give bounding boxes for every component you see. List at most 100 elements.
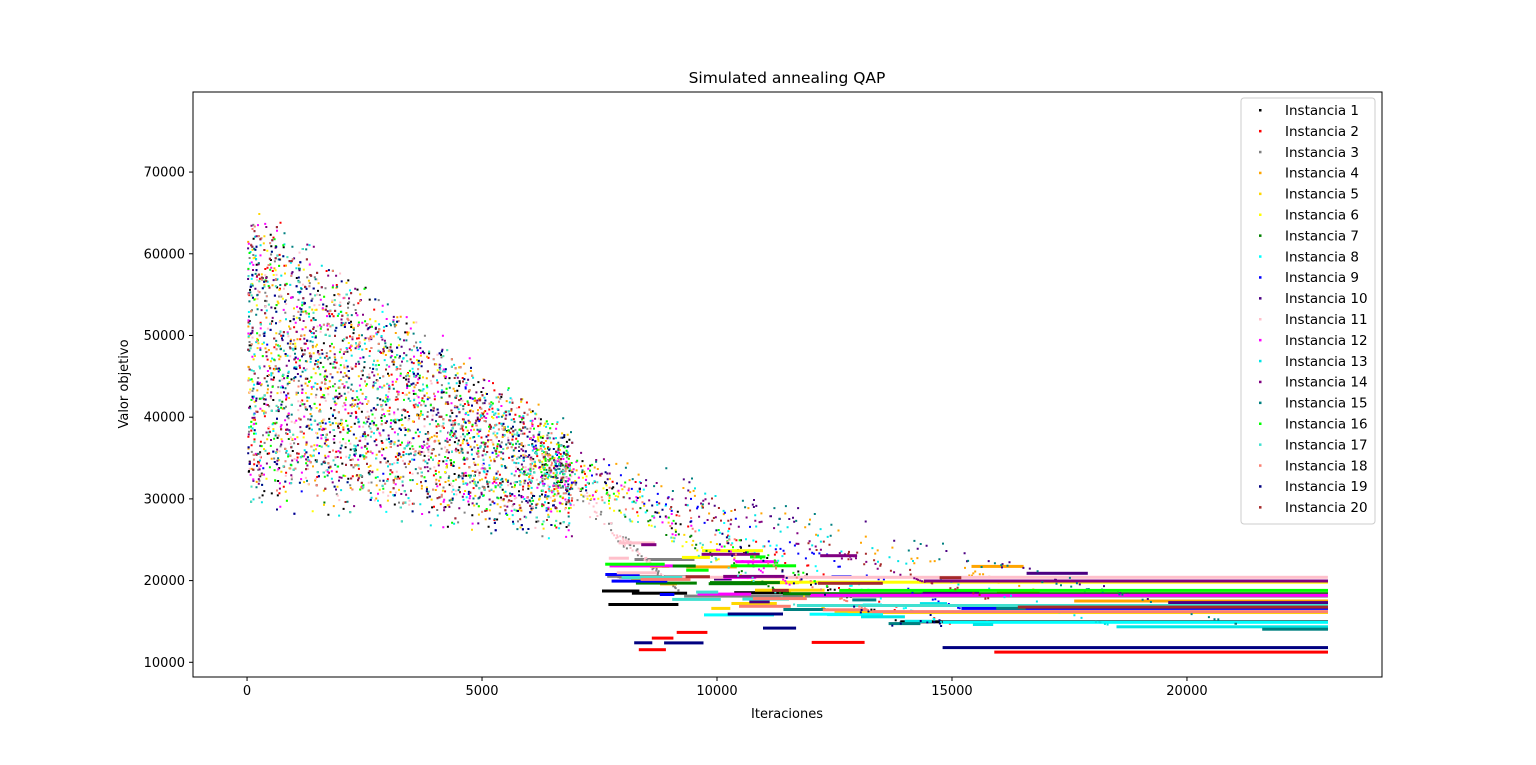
series-17-plateau [696,590,719,594]
legend-label: Instancia 9 [1285,270,1359,286]
series-11-final-plateau [665,575,1328,579]
series-20 [247,226,1328,609]
series-5-plateau [731,602,777,605]
series-3-plateau [634,558,695,561]
legend: Instancia 1 Instancia 2 Instancia 3 Instanc… [1240,97,1376,525]
legend-label: Instancia 18 [1285,458,1368,474]
series-17-plateau [672,597,721,601]
legend-item: Instancia 7 [1259,228,1359,244]
legend-label: Instancia 4 [1285,166,1359,182]
series-14-plateau [641,543,657,547]
series-11-points [248,243,668,580]
legend-item: Instancia 6 [1259,208,1359,224]
series-15-plateau [888,622,921,626]
legend-item: Instancia 10 [1259,291,1368,307]
series-9-points [247,230,961,610]
legend-item: Instancia 16 [1259,417,1368,433]
x-axis-label: Iteraciones [751,707,823,722]
legend-marker [1259,255,1262,258]
series-18-plateau [822,608,868,612]
legend-label: Instancia 6 [1285,208,1359,224]
legend-label: Instancia 10 [1285,291,1368,307]
series-11-plateau [618,541,655,545]
series-4-plateau [686,565,737,569]
series-11 [248,243,1328,580]
legend-item: Instancia 11 [1259,312,1368,328]
legend-label: Instancia 13 [1285,354,1368,370]
series-17-final-plateau [796,604,1328,607]
legend-label: Instancia 7 [1285,228,1359,244]
legend-item: Instancia 15 [1259,396,1368,412]
legend-label: Instancia 20 [1285,500,1368,516]
series-2 [247,221,1328,654]
series-12-plateau [736,560,777,564]
y-tick-label: 20000 [144,574,185,589]
legend-marker [1259,359,1262,363]
legend-marker [1259,380,1262,384]
y-tick-label: 40000 [144,411,185,426]
legend-marker [1259,506,1262,509]
series-13-final-plateau [1116,625,1328,629]
series-7-points [247,228,782,594]
series-8 [247,225,1328,624]
y-tick-label: 70000 [144,166,185,181]
series-6-points [247,245,754,582]
legend-marker [1259,129,1262,133]
legend-label: Instancia 11 [1285,312,1368,328]
series-12-plateau [609,564,673,568]
legend-marker [1259,401,1262,405]
series-3-points [247,223,680,592]
series-5 [247,213,1328,614]
series-4 [247,240,1328,603]
series-14-plateau [820,554,858,558]
legend-item: Instancia 8 [1259,249,1359,265]
series-15-plateau [783,608,826,611]
legend-marker [1259,150,1262,154]
series-14-points [247,224,926,583]
x-tick-label: 15000 [931,684,972,699]
legend-item: Instancia 13 [1259,354,1368,370]
series-7-plateau [661,564,696,568]
legend-item: Instancia 1 [1259,103,1359,119]
series-18-final-plateau [872,610,1328,614]
series-1-plateau [631,591,688,595]
series-9-plateau [605,573,640,576]
y-tick-label: 50000 [144,329,185,344]
series-20-points [247,226,990,600]
legend-marker [1259,297,1262,300]
series-2-plateau [638,648,666,652]
series-15-plateau [852,598,877,602]
series-13-plateau [919,602,947,606]
series-4-final-plateau [1074,599,1328,603]
legend-marker [1259,318,1262,321]
legend-marker [1259,213,1262,216]
series-7 [247,228,1328,596]
series-19-final-plateau [942,646,1328,650]
series-12-final-plateau [811,593,1328,597]
series-11-plateau [616,571,657,575]
legend-marker [1259,109,1262,112]
series-14-plateau [701,552,760,556]
series-16-plateau [686,568,709,572]
legend-item: Instancia 18 [1259,458,1368,474]
series-10-plateau [749,600,770,604]
series-18-plateau [640,577,691,581]
series-13-plateau [904,619,932,623]
legend-item: Instancia 19 [1259,479,1368,495]
legend-label: Instancia 15 [1285,396,1368,412]
series-19-plateau [727,612,783,616]
legend-label: Instancia 8 [1285,249,1359,265]
series-14-plateau [723,574,785,578]
series-6-plateau [681,555,710,559]
series-19-points [247,245,943,627]
series-16-points [247,238,828,588]
series-16-plateau [605,562,665,566]
series-16-plateau [730,564,797,568]
series-16 [247,238,1328,592]
legend-label: Instancia 3 [1285,145,1359,161]
legend-marker [1259,422,1262,425]
y-tick-label: 30000 [144,492,185,507]
series-2-plateau [811,640,865,644]
series-7-final-plateau [782,592,1328,596]
